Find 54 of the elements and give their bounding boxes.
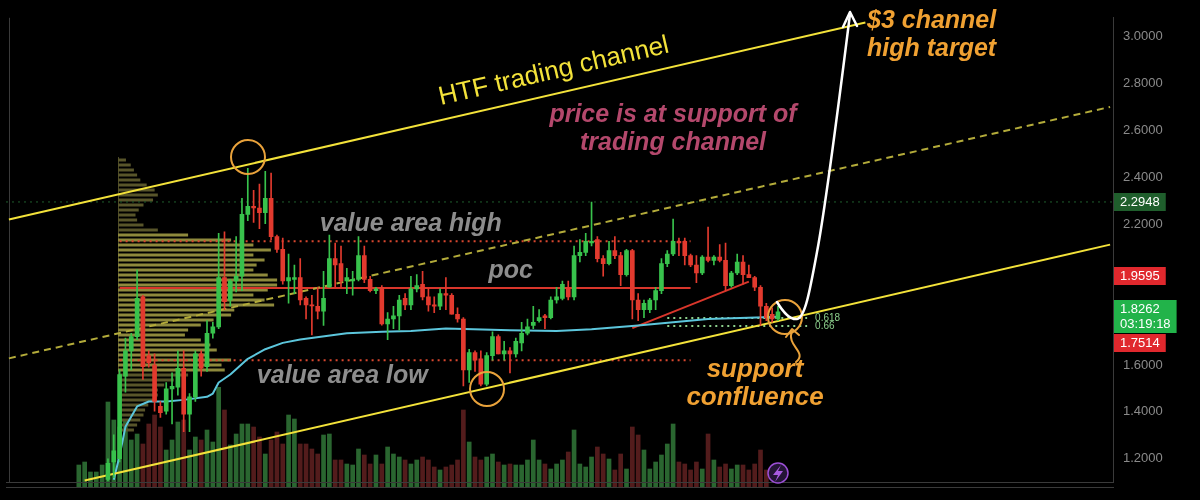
bar	[118, 243, 254, 247]
bar	[118, 248, 271, 252]
bar	[379, 463, 385, 487]
y-tick-label: 2.6000	[1123, 121, 1163, 137]
bar	[118, 213, 136, 217]
candlestick	[414, 274, 420, 293]
bar	[118, 193, 158, 197]
bar	[198, 439, 204, 487]
bar	[222, 409, 227, 487]
bar	[118, 208, 139, 212]
text: 1.9595	[1120, 268, 1160, 284]
bar	[118, 273, 268, 277]
bar	[118, 183, 147, 187]
candlestick	[536, 309, 542, 323]
annotation: $3 channel high target	[866, 4, 998, 61]
bar	[466, 441, 472, 487]
bar	[118, 218, 138, 222]
y-tick-label: 1.6000	[1123, 356, 1163, 372]
ref-line-label: 2.2948	[1120, 194, 1160, 210]
bar	[118, 228, 158, 232]
bar	[118, 268, 254, 272]
bar	[118, 163, 131, 167]
text: 1.8262 03:19:18	[1120, 301, 1171, 332]
candlestick	[530, 305, 536, 329]
y-tick-label: 1.4000	[1123, 403, 1163, 419]
bar	[118, 168, 134, 172]
bar	[118, 263, 257, 267]
y-tick-label: 1.2000	[1123, 450, 1163, 466]
bar	[118, 233, 189, 237]
bar	[118, 253, 254, 257]
bar	[118, 203, 144, 207]
y-tick-label: 2.4000	[1123, 168, 1163, 184]
bar	[699, 468, 705, 487]
series-label: value area high	[319, 208, 502, 237]
bar	[495, 461, 501, 487]
candlestick	[309, 294, 315, 336]
bar	[118, 178, 141, 182]
bar	[118, 258, 265, 262]
bar	[118, 173, 138, 177]
series-label: value area low	[256, 360, 430, 389]
bar	[181, 419, 187, 487]
bar	[118, 158, 126, 162]
candlestick	[431, 296, 437, 313]
bar	[118, 223, 144, 227]
y-tick-label: 2.8000	[1123, 75, 1163, 91]
text: 1.7514	[1120, 335, 1160, 351]
y-tick-label: 3.0000	[1123, 28, 1163, 44]
annotation: support confluence	[686, 353, 824, 412]
bar	[624, 468, 629, 487]
series-label: poc	[487, 254, 534, 283]
y-tick-label: 2.2000	[1123, 215, 1163, 231]
bar	[565, 451, 571, 487]
bar	[262, 453, 268, 487]
annotation: price is at support of trading channel	[548, 98, 800, 155]
